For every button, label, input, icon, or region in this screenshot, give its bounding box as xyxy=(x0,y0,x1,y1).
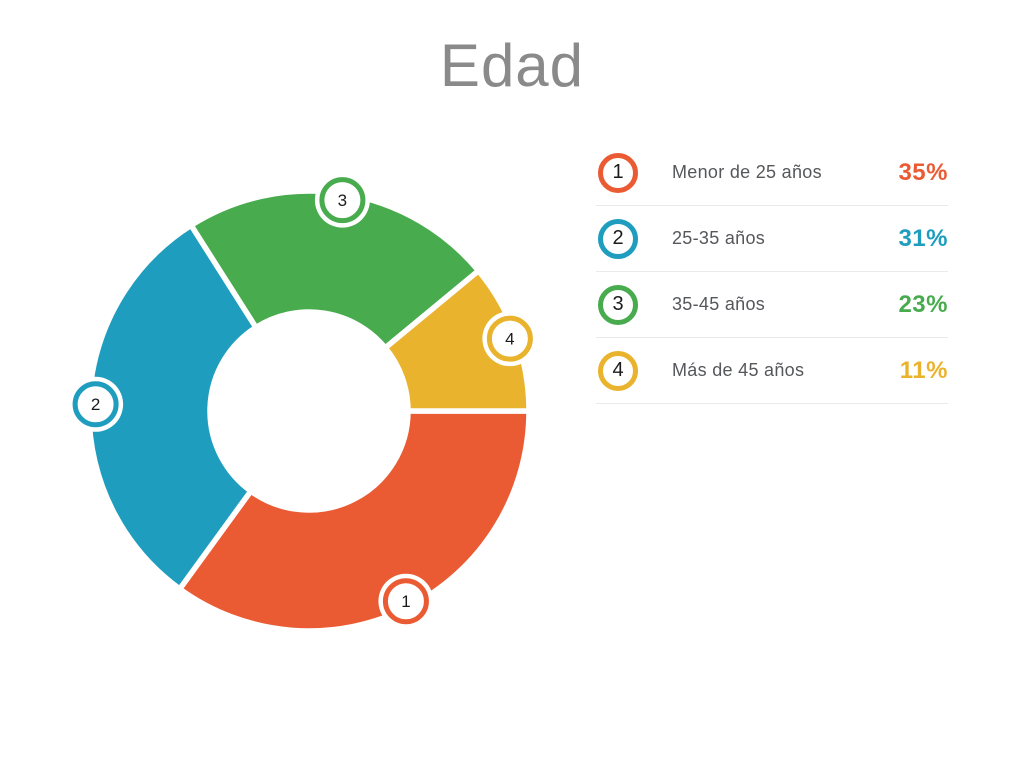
legend-number-badge-4: 4 xyxy=(598,350,638,391)
legend-number-badge-2: 2 xyxy=(598,218,638,259)
marker-ring xyxy=(319,177,366,224)
legend-label: 35-45 años xyxy=(672,294,766,314)
donut-chart: 1 2 3 4 xyxy=(68,172,538,634)
donut-segment-1 xyxy=(176,408,532,634)
marker-ring xyxy=(72,381,119,428)
marker-number: 4 xyxy=(505,330,514,349)
legend-number-badge-3: 3 xyxy=(598,284,638,325)
legend-row-4: 4 Más de 45 años 11% xyxy=(596,338,948,404)
legend: 1 Menor de 25 años 35% 2 25-35 años 31% 3 35-45… xyxy=(596,140,948,404)
marker-number: 1 xyxy=(401,592,410,611)
legend-label: Más de 45 años xyxy=(672,360,805,380)
legend-row-3: 3 35-45 años 23% xyxy=(596,272,948,338)
legend-percent: 11% xyxy=(899,356,948,384)
legend-percent: 31% xyxy=(898,224,948,252)
marker-ring xyxy=(382,578,429,625)
marker-number: 3 xyxy=(338,191,347,210)
marker-number: 2 xyxy=(91,395,100,414)
segment-marker-4: 4 xyxy=(482,311,538,367)
segment-marker-3: 3 xyxy=(314,172,370,228)
donut-segment-4 xyxy=(382,268,532,414)
donut-segment-2 xyxy=(86,222,259,592)
marker-ring xyxy=(486,315,533,362)
legend-label: 25-35 años xyxy=(672,228,766,248)
legend-percent: 23% xyxy=(898,290,948,318)
segment-marker-1: 1 xyxy=(378,573,434,629)
legend-number-badge-1: 1 xyxy=(598,152,638,193)
legend-label: Menor de 25 años xyxy=(672,162,822,182)
donut-segment-3 xyxy=(188,188,482,351)
segment-marker-2: 2 xyxy=(68,376,124,432)
legend-row-2: 2 25-35 años 31% xyxy=(596,206,948,272)
legend-percent: 35% xyxy=(898,158,948,186)
page-title: Edad xyxy=(439,32,585,99)
legend-row-1: 1 Menor de 25 años 35% xyxy=(596,140,948,206)
